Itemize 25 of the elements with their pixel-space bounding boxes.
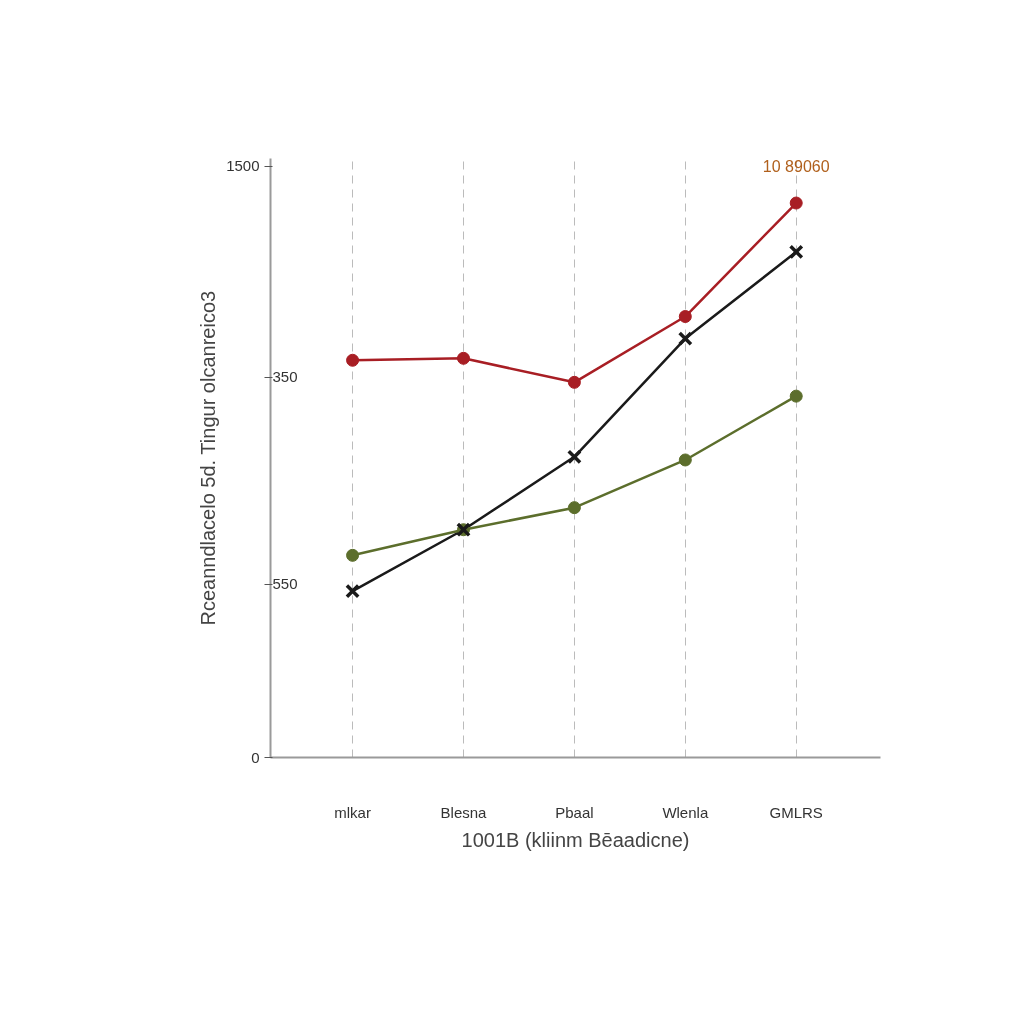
x-axis-title: 1001B (kliinm Bēaadicne) (461, 828, 690, 851)
annotation: 550 (272, 575, 298, 593)
point (788, 244, 804, 260)
y-tick-label: 1500 (226, 157, 260, 175)
x-tick-label: Wlenla (662, 803, 709, 821)
point (678, 453, 692, 467)
point (456, 351, 470, 365)
x-tick-label: GMLRS (769, 803, 823, 821)
point (345, 583, 360, 599)
x-tick-label: Pbaal (555, 803, 594, 821)
x-tick-label: Blesna (440, 803, 488, 821)
point (567, 501, 581, 515)
point (789, 196, 803, 210)
point (346, 353, 360, 367)
y-tick-label: 0 (251, 748, 260, 766)
point (566, 449, 582, 465)
y-axis-title: Rceanndlacelo 5d. Tingur olcanreico3 (197, 290, 220, 626)
point (677, 331, 693, 346)
point (346, 548, 360, 562)
annotation: 350 (272, 368, 298, 386)
point (567, 375, 581, 389)
point (789, 389, 803, 403)
point (678, 310, 692, 324)
annotation: 10 89060 (762, 157, 830, 175)
x-tick-label: mlkar (334, 803, 371, 821)
